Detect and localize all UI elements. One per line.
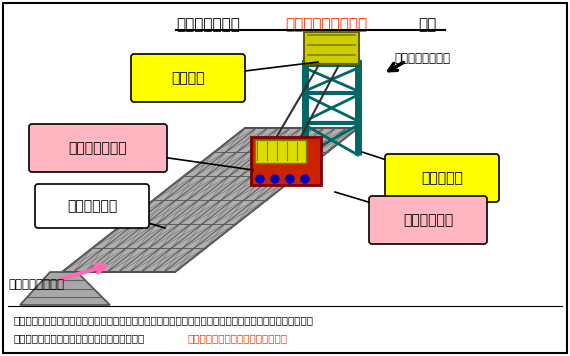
Text: フレーム搭入方向: フレーム搭入方向 bbox=[8, 277, 64, 290]
Circle shape bbox=[256, 175, 264, 183]
Text: 既設フレーム: 既設フレーム bbox=[67, 199, 117, 213]
FancyBboxPatch shape bbox=[304, 32, 359, 64]
Polygon shape bbox=[62, 128, 358, 272]
Text: 揚重装置: 揚重装置 bbox=[171, 71, 205, 85]
Text: 走行ローラー: 走行ローラー bbox=[403, 213, 453, 227]
FancyBboxPatch shape bbox=[29, 124, 167, 172]
FancyBboxPatch shape bbox=[385, 154, 499, 202]
Text: ラーを備えたトラス組品を走行させ、搭入する: ラーを備えたトラス組品を走行させ、搭入する bbox=[14, 333, 145, 343]
FancyBboxPatch shape bbox=[131, 54, 245, 102]
Text: ）】: ）】 bbox=[418, 17, 436, 32]
FancyBboxPatch shape bbox=[251, 137, 321, 185]
Text: （上下階どちらからでも搭入可能）: （上下階どちらからでも搭入可能） bbox=[188, 333, 288, 343]
FancyBboxPatch shape bbox=[254, 140, 306, 162]
Text: 新製トラス組品: 新製トラス組品 bbox=[69, 141, 127, 155]
Text: フレーム搭入方向: フレーム搭入方向 bbox=[394, 52, 450, 64]
Text: 既設フレーム以外のすべての部品を撤去した後、専用門型履を設置し、既設フレームの上で、走行用ロー: 既設フレーム以外のすべての部品を撤去した後、専用門型履を設置し、既設フレームの上… bbox=[14, 315, 314, 325]
Circle shape bbox=[271, 175, 279, 183]
FancyBboxPatch shape bbox=[35, 184, 149, 228]
Text: 上階から搭入の場合: 上階から搭入の場合 bbox=[285, 17, 367, 32]
Polygon shape bbox=[20, 272, 110, 305]
Circle shape bbox=[286, 175, 294, 183]
Text: 【新搭入方法（: 【新搭入方法（ bbox=[176, 17, 240, 32]
Text: 専用門形履: 専用門形履 bbox=[421, 171, 463, 185]
Circle shape bbox=[301, 175, 309, 183]
FancyBboxPatch shape bbox=[369, 196, 487, 244]
